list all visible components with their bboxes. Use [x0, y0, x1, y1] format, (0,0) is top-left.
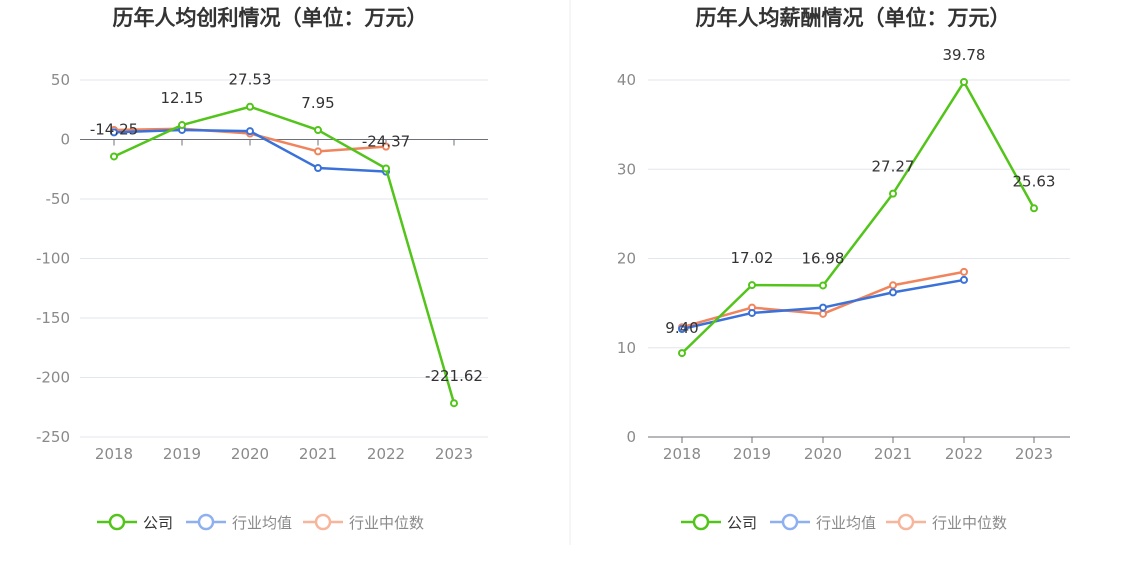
data-point — [110, 128, 118, 137]
data-label: 17.02 — [731, 249, 774, 267]
x-tick-label: 2019 — [733, 445, 771, 463]
y-tick-label: 20 — [617, 250, 636, 268]
x-tick-label: 2019 — [163, 445, 201, 463]
data-label: 9.40 — [665, 319, 698, 337]
data-point — [889, 281, 897, 290]
data-point — [748, 281, 756, 290]
y-tick-label: 0 — [60, 131, 70, 149]
series-line-0 — [113, 105, 456, 404]
data-point — [178, 121, 186, 130]
legend-label: 行业中位数 — [349, 514, 424, 532]
legend-label: 行业中位数 — [932, 514, 1007, 532]
y-tick-label: -250 — [36, 428, 70, 446]
x-tick-label: 2018 — [663, 445, 701, 463]
x-tick-label: 2023 — [1015, 445, 1053, 463]
legend-marker — [897, 513, 915, 531]
chart-salary-per-capita: 历年人均薪酬情况（单位：万元） 40 30 20 10 0 2018 2019 2020 2021… — [617, 6, 1070, 532]
data-point — [110, 152, 118, 161]
data-label: 25.63 — [1013, 172, 1056, 190]
chart-title: 历年人均薪酬情况（单位：万元） — [696, 6, 1011, 30]
data-label: -14.25 — [90, 120, 138, 138]
legend-label: 公司 — [727, 514, 757, 532]
data-label: -221.62 — [425, 367, 483, 385]
data-point — [889, 288, 897, 297]
x-tick-label: 2021 — [874, 445, 912, 463]
legend-marker — [314, 513, 332, 531]
data-point — [382, 142, 390, 151]
data-point — [1030, 204, 1038, 213]
data-label: 16.98 — [802, 249, 845, 267]
data-point — [819, 281, 827, 290]
y-tick-label: -50 — [46, 190, 71, 208]
series-line-0 — [681, 80, 1036, 355]
data-point — [960, 77, 968, 86]
data-point — [382, 164, 390, 173]
data-point — [960, 267, 968, 276]
y-tick-label: 40 — [617, 71, 636, 89]
x-tick-label: 2022 — [367, 445, 405, 463]
y-tick-label: -150 — [36, 309, 70, 327]
legend-label: 公司 — [143, 514, 173, 532]
data-point — [889, 189, 897, 198]
data-point — [748, 308, 756, 317]
data-point — [246, 102, 254, 111]
chart-title: 历年人均创利情况（单位：万元） — [113, 6, 428, 30]
y-tick-label: 0 — [626, 428, 636, 446]
data-label: 7.95 — [301, 94, 334, 112]
data-point — [314, 164, 322, 173]
chart-profit-per-capita: 历年人均创利情况（单位：万元） 50 0 -50 -100 -150 -200 -250 201… — [36, 6, 488, 532]
x-tick-label: 2023 — [435, 445, 473, 463]
y-tick-label: 30 — [617, 160, 636, 178]
x-tick-label: 2021 — [299, 445, 337, 463]
data-label: 12.15 — [161, 89, 204, 107]
data-point — [246, 127, 254, 136]
data-point — [450, 399, 458, 408]
data-label: -24.37 — [362, 133, 410, 151]
data-point — [678, 325, 686, 334]
x-tick-label: 2018 — [95, 445, 133, 463]
data-label: 27.53 — [229, 71, 272, 89]
data-point — [314, 126, 322, 135]
y-tick-label: 50 — [51, 71, 70, 89]
legend-label: 行业均值 — [816, 514, 876, 532]
data-point — [819, 309, 827, 318]
data-point — [678, 349, 686, 358]
x-tick-label: 2020 — [804, 445, 842, 463]
y-tick-label: -200 — [36, 369, 70, 387]
legend-marker — [108, 513, 126, 531]
x-tick-label: 2020 — [231, 445, 269, 463]
data-point — [819, 303, 827, 312]
y-tick-label: 10 — [617, 339, 636, 357]
legend-marker — [781, 513, 799, 531]
y-tick-label: -100 — [36, 250, 70, 268]
data-point — [314, 147, 322, 156]
data-label: 39.78 — [943, 46, 986, 64]
legend-marker — [197, 513, 215, 531]
legend-marker — [692, 513, 710, 531]
x-tick-label: 2022 — [945, 445, 983, 463]
legend-label: 行业均值 — [232, 514, 292, 532]
data-label: 27.27 — [872, 158, 915, 176]
data-point — [960, 275, 968, 284]
